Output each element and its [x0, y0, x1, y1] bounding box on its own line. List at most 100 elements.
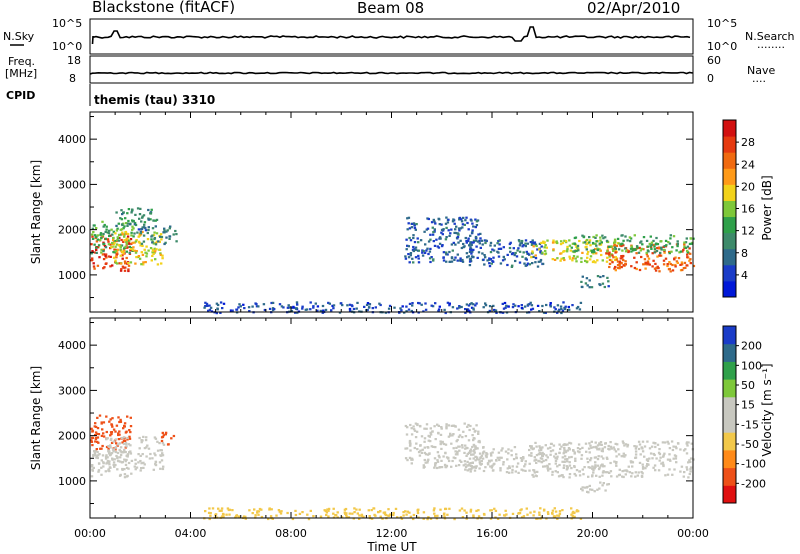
velocity-cell	[512, 458, 516, 461]
power-cell	[612, 256, 615, 259]
power-cell	[426, 247, 429, 250]
power-cell	[524, 245, 527, 248]
power-cell	[689, 252, 692, 255]
power-cell	[591, 241, 595, 245]
power-cell	[424, 302, 427, 305]
velocity-cell	[399, 516, 403, 519]
power-cell	[563, 307, 567, 311]
power-cell	[145, 255, 148, 258]
power-cell	[243, 307, 246, 310]
power-cell	[518, 240, 521, 243]
power-cell	[156, 263, 160, 266]
power-cell	[471, 231, 474, 234]
power-cell	[601, 282, 605, 285]
velocity-cell	[515, 453, 518, 456]
velocity-cell	[256, 511, 259, 514]
velocity-cell	[360, 514, 364, 518]
power-cell	[622, 254, 625, 258]
power-cell	[368, 303, 371, 306]
velocity-cell	[609, 441, 612, 444]
velocity-cell	[500, 449, 503, 452]
power-cell	[131, 208, 134, 211]
power-cell	[534, 257, 538, 260]
velocity-cell	[659, 456, 662, 459]
power-cell	[580, 257, 583, 260]
velocity-cell	[538, 513, 541, 516]
power-cell	[445, 226, 448, 229]
power-cell	[379, 303, 382, 307]
velocity-cell	[530, 445, 533, 448]
velocity-cell	[591, 474, 594, 477]
power-cell	[524, 264, 527, 267]
power-cell	[104, 230, 107, 233]
power-cell	[497, 247, 501, 250]
power-cell	[431, 226, 434, 229]
velocity-cell	[420, 451, 424, 454]
power-cell	[531, 239, 534, 242]
velocity-cell	[614, 442, 617, 445]
velocity-cell	[134, 468, 137, 471]
velocity-cell	[468, 428, 471, 432]
power-cell	[464, 219, 467, 222]
power-cell	[478, 242, 481, 245]
power-cell	[421, 249, 424, 252]
velocity-cell	[473, 466, 476, 469]
power-colorbar-swatch	[723, 248, 736, 266]
velocity-cell	[123, 458, 126, 461]
power-cell	[100, 251, 103, 254]
power-cell	[511, 252, 515, 255]
velocity-cell	[160, 449, 163, 452]
velocity-cell	[92, 455, 95, 458]
velocity-cell	[408, 456, 412, 459]
velocity-cell	[634, 456, 637, 459]
power-cell	[556, 311, 559, 314]
power-cell	[125, 222, 128, 225]
power-cell	[562, 301, 565, 304]
power-cell	[445, 251, 448, 254]
power-cell	[248, 310, 251, 313]
velocity-cell	[458, 434, 462, 437]
power-cell	[607, 245, 611, 248]
velocity-cell	[461, 436, 464, 439]
velocity-cell	[450, 424, 454, 427]
power-cell	[514, 251, 517, 255]
freq-line	[89, 71, 693, 75]
velocity-cell	[344, 507, 348, 511]
velocity-cell	[418, 424, 422, 428]
velocity-cell	[464, 468, 467, 471]
velocity-cell	[286, 511, 289, 515]
velocity-cell	[436, 451, 440, 454]
velocity-cell	[139, 459, 142, 463]
velocity-cell	[372, 507, 375, 510]
power-cell	[147, 249, 150, 252]
power-cell	[129, 248, 133, 251]
power-cell	[121, 265, 125, 268]
velocity-cell	[499, 456, 502, 459]
power-cell	[607, 280, 610, 283]
velocity-cell	[671, 448, 675, 452]
velocity-cell	[662, 454, 665, 457]
power-cell	[532, 255, 535, 258]
power-cell	[445, 236, 448, 239]
power-cell	[533, 241, 537, 244]
power-cell	[114, 261, 118, 264]
power-colorbar-label: Power [dB]	[760, 175, 774, 240]
velocity-cell	[145, 455, 148, 458]
power-cell	[582, 241, 585, 244]
velocity-cell	[490, 509, 493, 512]
velocity-cell	[492, 469, 495, 472]
power-cell	[118, 262, 121, 265]
velocity-cell	[565, 465, 569, 468]
power-cell	[551, 258, 554, 261]
power-cell	[499, 262, 503, 265]
power-cell	[141, 253, 145, 256]
power-cell	[633, 248, 636, 251]
power-cell	[468, 258, 472, 261]
velocity-cell	[534, 458, 537, 461]
power-cell	[520, 242, 524, 245]
velocity-cell	[370, 509, 373, 512]
velocity-cell	[106, 437, 109, 440]
power-cell	[417, 254, 420, 257]
velocity-cell	[577, 443, 581, 446]
power-cell	[624, 250, 628, 253]
